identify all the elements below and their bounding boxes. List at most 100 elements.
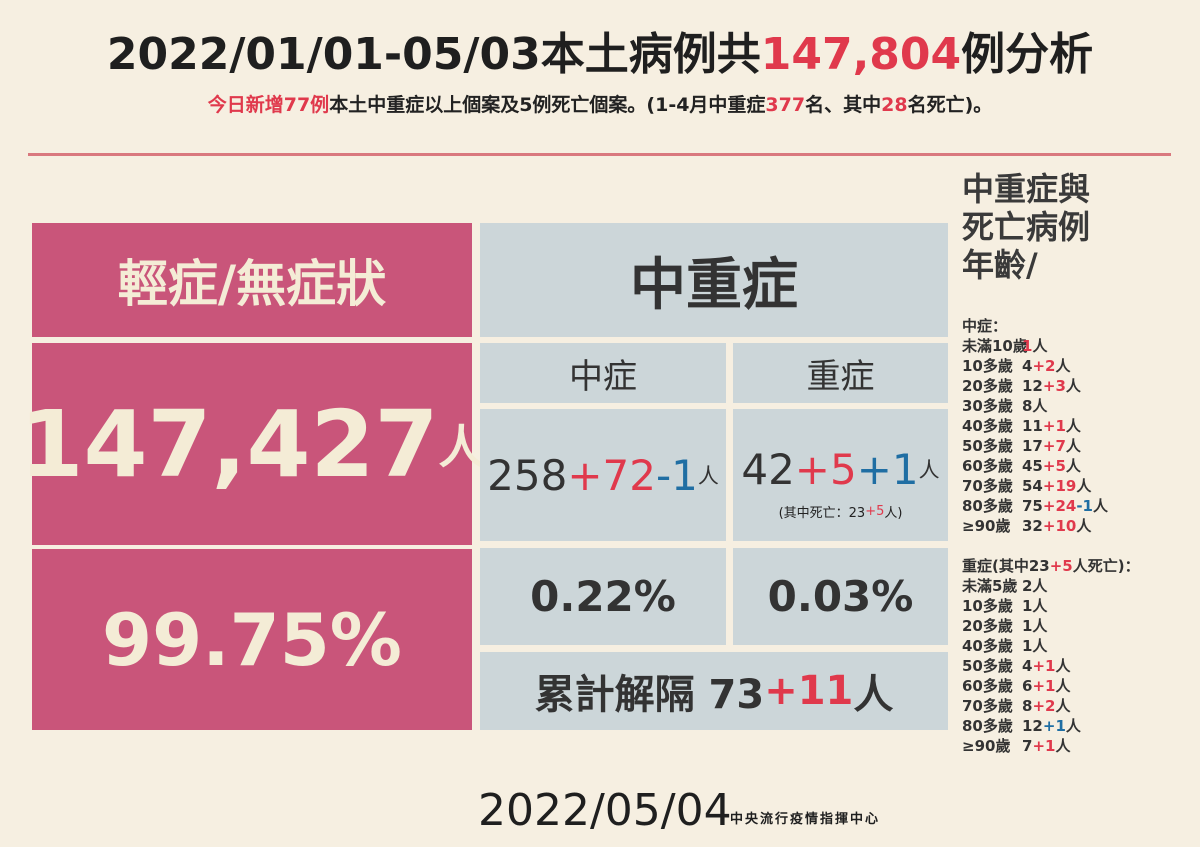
text-segment: +11 [764, 668, 854, 714]
age-row: 未滿5歲 2人 [962, 576, 1197, 596]
age-count: 4+2人 [1022, 357, 1070, 375]
age-count: 2人 [1022, 577, 1047, 595]
text-segment: +1 [1042, 417, 1066, 435]
footer-date: 2022/05/04 [478, 785, 732, 836]
text-segment: +24 [1042, 497, 1077, 515]
text-segment: 人 [1065, 417, 1081, 435]
age-count: 4+1人 [1022, 657, 1070, 675]
age-row: 80多歲 12+1人 [962, 716, 1197, 736]
text-segment: +1 [1032, 657, 1056, 675]
text-segment: 1人 [1022, 617, 1048, 635]
text-segment: 人 [1093, 497, 1109, 515]
text-segment: 人) [884, 505, 903, 521]
text-segment: 147,804 [760, 29, 962, 80]
age-count: 7+1人 [1022, 737, 1070, 755]
age-count: 1人 [1022, 637, 1047, 655]
age-row: 30多歲 8人 [962, 396, 1197, 416]
age-row: 70多歲 54+19人 [962, 476, 1197, 496]
age-label: 50多歲 [962, 657, 1013, 675]
age-label: 未滿10歲 [962, 337, 1028, 355]
text-segment: 人 [1055, 697, 1071, 715]
text-segment: 1 [1022, 337, 1033, 355]
text-segment: +3 [1042, 377, 1066, 395]
text-segment: +5 [794, 444, 857, 494]
age-label: 20多歲 [962, 377, 1013, 395]
footer-agency: 中央流行疫情指揮中心 [730, 812, 881, 827]
text-segment: 累計解隔 73 [534, 672, 765, 718]
serious-label: 中重症 [480, 223, 948, 337]
age-label: 30多歲 [962, 397, 1013, 415]
age-row: 50多歲 4+1人 [962, 656, 1197, 676]
age-row: 未滿10歲1人 [962, 336, 1197, 356]
age-label: 未滿5歲 [962, 577, 1018, 595]
age-label: 60多歲 [962, 677, 1013, 695]
age-label: 40多歲 [962, 637, 1013, 655]
text-segment: +5 [1049, 557, 1073, 575]
text-segment: 今日新增77例 [207, 94, 330, 116]
text-segment: 人 [918, 458, 940, 482]
divider [28, 153, 1171, 156]
age-row: 20多歲 1人 [962, 616, 1197, 636]
ages-list: 中症： 未滿10歲1人 10多歲 4+2人 20多歲 12+3人 30多歲 8人 40多歲 11+… [962, 316, 1197, 756]
text-segment: +5 [865, 503, 885, 519]
text-segment: (其中死亡：23 [778, 505, 866, 521]
age-label: 70多歲 [962, 697, 1013, 715]
text-segment: 8人 [1022, 397, 1048, 415]
text-segment: 2022/01/01-05/03本土病例共 [106, 29, 761, 80]
text-segment: 重症(其中23 [962, 557, 1050, 575]
age-label: 70多歲 [962, 477, 1013, 495]
text-segment: 12 [1022, 377, 1043, 395]
text-segment: 4 [1022, 357, 1033, 375]
moderate-count: 258 +72 -1 人 [480, 409, 726, 541]
text-segment: 377 [765, 94, 806, 116]
text-segment: 2人 [1022, 577, 1048, 595]
moderate-rate: 0.22% [480, 548, 726, 645]
text-segment: 54 [1022, 477, 1043, 495]
age-count: 1人 [1022, 617, 1047, 635]
text-segment: +1 [856, 444, 919, 494]
text-segment: 人 [1065, 377, 1081, 395]
text-segment: 8 [1022, 697, 1033, 715]
age-label: 80多歲 [962, 717, 1013, 735]
text-segment: 人 [1055, 657, 1071, 675]
age-row: 40多歲 1人 [962, 636, 1197, 656]
severe-label: 重症 [733, 343, 948, 403]
ages-title-line: 年齡/ [962, 246, 1038, 284]
text-segment: +2 [1032, 697, 1056, 715]
text-segment: 45 [1022, 457, 1043, 475]
text-segment: 12 [1022, 717, 1043, 735]
text-segment: 人 [697, 464, 719, 488]
age-count: 12+1人 [1022, 717, 1081, 735]
text-segment: -1 [1076, 497, 1093, 515]
text-segment: 7 [1022, 737, 1033, 755]
age-row: 80多歲 75+24-1人 [962, 496, 1197, 516]
released: 累計解隔 73 +11 人 [480, 652, 948, 730]
age-count: 17+7人 [1022, 437, 1081, 455]
text-segment: +7 [1042, 437, 1066, 455]
age-group-heading: 重症(其中23+5人死亡)： [962, 556, 1197, 576]
text-segment: 人 [438, 420, 485, 474]
age-count: 54+19人 [1022, 477, 1091, 495]
text-segment: 人 [1032, 337, 1048, 355]
age-count: 6+1人 [1022, 677, 1070, 695]
age-count: 8人 [1022, 397, 1047, 415]
age-row: 50多歲 17+7人 [962, 436, 1197, 456]
age-row: 10多歲 4+2人 [962, 356, 1197, 376]
text-segment: 147,427 [19, 390, 439, 498]
age-row: 60多歲 6+1人 [962, 676, 1197, 696]
mild-label: 輕症/無症狀 [32, 223, 472, 337]
age-count: 8+2人 [1022, 697, 1070, 715]
ages-title-line: 中重症與 [962, 170, 1091, 208]
text-segment: 42 [741, 444, 795, 494]
text-segment: 4 [1022, 657, 1033, 675]
text-segment: 例分析 [961, 29, 1094, 80]
age-label: 10多歲 [962, 597, 1013, 615]
text-segment: 28 [881, 94, 908, 116]
text-segment: 名死亡)。 [907, 94, 993, 116]
text-segment: +19 [1042, 477, 1077, 495]
text-segment: 人 [1065, 717, 1081, 735]
moderate-label: 中症 [480, 343, 726, 403]
age-row: 60多歲 45+5人 [962, 456, 1197, 476]
age-label: 50多歲 [962, 437, 1013, 455]
